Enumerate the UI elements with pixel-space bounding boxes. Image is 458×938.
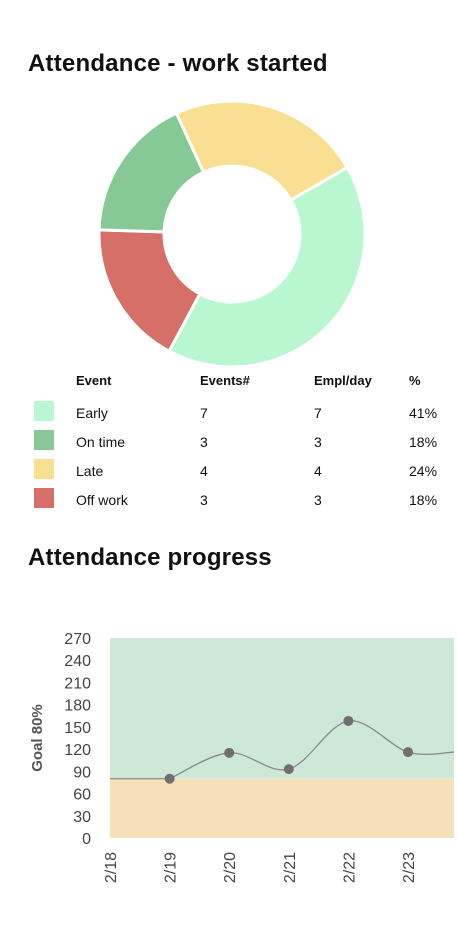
x-tick-label: 2/22 xyxy=(341,852,358,883)
y-tick-label: 150 xyxy=(64,720,91,737)
data-point xyxy=(164,773,175,784)
x-tick-label: 2/20 xyxy=(222,852,239,883)
data-point xyxy=(343,715,354,726)
legend-row-off-work: Off work 3 3 18% xyxy=(34,485,449,514)
data-point xyxy=(403,747,413,758)
legend-events-count: 3 xyxy=(200,491,208,508)
legend-swatch-on-time xyxy=(34,430,54,450)
legend-event-label: Early xyxy=(76,404,108,421)
legend-percent: 41% xyxy=(409,404,438,421)
donut-slice-early xyxy=(167,165,367,369)
goal-above-band xyxy=(110,638,454,779)
goal-below-band xyxy=(110,778,454,838)
legend-swatch-off-work xyxy=(34,488,54,508)
y-tick-label: 30 xyxy=(73,809,91,826)
legend-empl-per-day: 3 xyxy=(314,433,322,450)
data-point xyxy=(283,764,294,775)
legend-header-events-count: Events# xyxy=(200,373,250,388)
legend-event-label: Late xyxy=(76,462,104,479)
donut-slice-off-work xyxy=(97,228,202,354)
y-tick-label: 240 xyxy=(64,653,91,670)
legend-empl-per-day: 4 xyxy=(314,462,322,479)
legend-swatch-late xyxy=(34,459,54,479)
legend-events-count: 4 xyxy=(200,462,208,479)
legend-row-late: Late 4 4 24% xyxy=(34,456,449,485)
legend-header-swatch xyxy=(34,373,76,398)
legend-header-percent: % xyxy=(409,373,421,388)
y-axis-label: Goal 80% xyxy=(29,704,46,772)
donut-slice-on-time xyxy=(97,111,206,234)
legend-header-empl-per-day: Empl/day xyxy=(314,373,372,388)
y-tick-label: 210 xyxy=(64,675,91,692)
chart-title-attendance-work-started: Attendance - work started xyxy=(28,50,328,77)
legend-row-early: Early 7 7 41% xyxy=(34,398,449,427)
legend-event-label: Off work xyxy=(76,491,128,508)
legend-header-row: Event Events# Empl/day % xyxy=(34,373,449,398)
y-tick-label: 120 xyxy=(64,742,91,759)
data-point xyxy=(224,747,235,758)
x-tick-label: 2/18 xyxy=(103,852,120,883)
chart-title-attendance-progress: Attendance progress xyxy=(28,544,272,571)
y-tick-label: 180 xyxy=(64,698,91,715)
legend-empl-per-day: 3 xyxy=(314,491,322,508)
legend-row-on-time: On time 3 3 18% xyxy=(34,427,449,456)
legend-swatch-early xyxy=(34,401,54,421)
legend-percent: 18% xyxy=(409,433,438,450)
x-tick-label: 2/21 xyxy=(282,852,299,883)
legend-event-label: On time xyxy=(76,433,126,450)
legend-events-count: 7 xyxy=(200,404,208,421)
attendance-legend-table: Event Events# Empl/day % Early 7 7 41% O… xyxy=(34,373,449,514)
legend-percent: 24% xyxy=(409,462,438,479)
x-tick-label: 2/19 xyxy=(163,852,180,883)
x-tick-label: 2/23 xyxy=(401,852,418,883)
y-tick-label: 0 xyxy=(82,831,91,848)
series-line xyxy=(169,720,455,780)
y-tick-label: 90 xyxy=(73,764,91,781)
y-tick-label: 270 xyxy=(64,631,91,648)
legend-header-event: Event xyxy=(76,373,112,388)
donut-slice-late xyxy=(174,99,350,203)
y-tick-label: 60 xyxy=(73,787,91,804)
legend-percent: 18% xyxy=(409,491,438,508)
legend-empl-per-day: 7 xyxy=(314,404,322,421)
attendance-donut-chart xyxy=(97,99,367,369)
legend-events-count: 3 xyxy=(200,433,208,450)
